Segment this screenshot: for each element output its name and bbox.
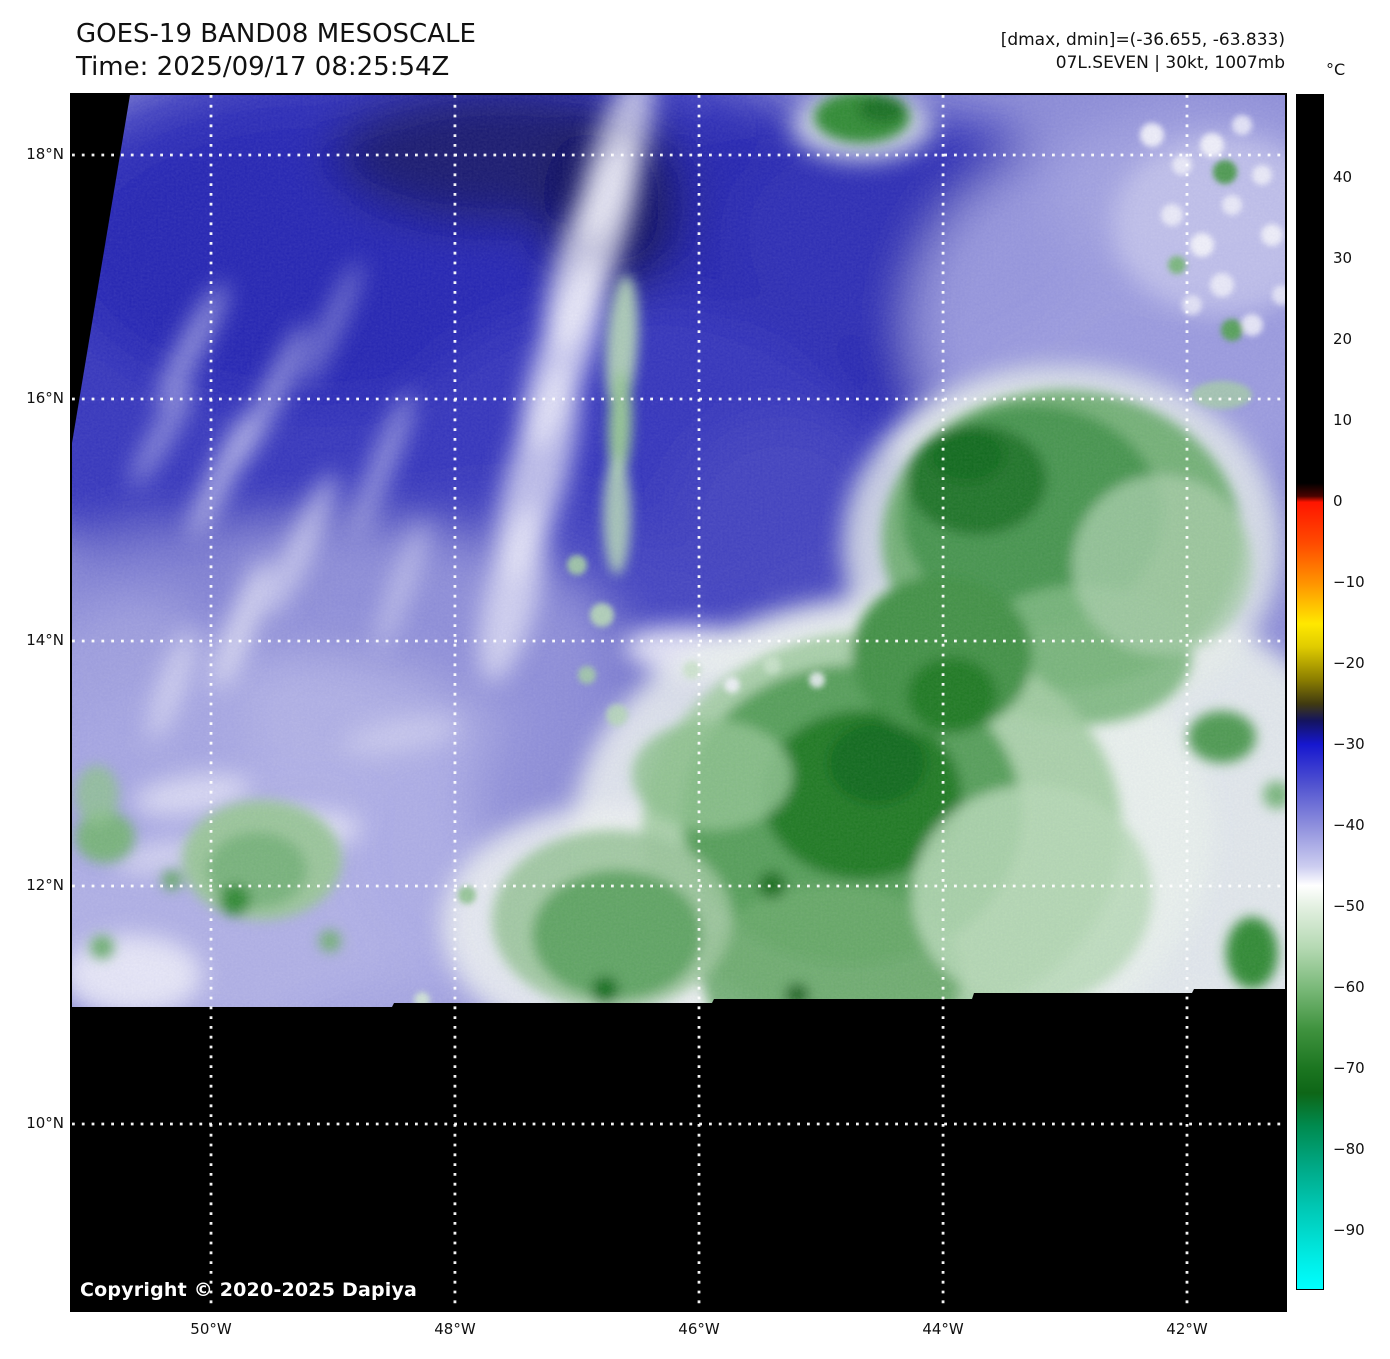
page-title: GOES-19 BAND08 MESOSCALE: [76, 19, 476, 49]
lon-tick-label: 50°W: [190, 1320, 232, 1338]
colorbar-tick-label: −10: [1333, 572, 1365, 591]
no-data-bottom: [72, 989, 1285, 1310]
colorbar-tick-label: 40: [1333, 167, 1353, 186]
lat-tick-label: 14°N: [26, 631, 64, 650]
lat-tick-label: 16°N: [26, 388, 64, 407]
lat-tick-label: 10°N: [26, 1113, 64, 1132]
lat-tick-label: 18°N: [26, 145, 64, 164]
colorbar: [1296, 94, 1324, 1290]
colorbar-tick-label: 20: [1333, 330, 1353, 348]
dmax-dmin-readout: [dmax, dmin]=(-36.655, -63.833): [1000, 30, 1285, 50]
colorbar-tick-label: 0: [1333, 491, 1343, 510]
colorbar-tick-label: −40: [1333, 815, 1365, 834]
colorbar-tick-label: −50: [1333, 896, 1365, 915]
colorbar-tick-label: −30: [1333, 735, 1365, 753]
lon-tick-label: 48°W: [434, 1320, 476, 1338]
info-block: [dmax, dmin]=(-36.655, -63.833) 07L.SEVE…: [1001, 29, 1285, 75]
copyright-text: Copyright © 2020-2025 Dapiya: [80, 1279, 418, 1301]
title-block: GOES-19 BAND08 MESOSCALE Time: 2025/09/1…: [76, 18, 476, 85]
lon-tick-label: 44°W: [922, 1320, 964, 1338]
colorbar-tick-label: −20: [1333, 653, 1365, 672]
colorbar-tick-label: 30: [1333, 248, 1353, 267]
colorbar-tick-label: −90: [1333, 1220, 1365, 1239]
colorbar-tick-label: −80: [1333, 1140, 1365, 1159]
colorbar-unit-label: °C: [1326, 60, 1346, 79]
lon-tick-label: 42°W: [1166, 1320, 1208, 1338]
storm-info: 07L.SEVEN | 30kt, 1007mb: [1055, 52, 1285, 73]
satellite-image: [72, 95, 1285, 1310]
lat-tick-label: 12°N: [26, 875, 64, 894]
no-data-wedge: [72, 95, 130, 443]
colorbar-tick-label: −70: [1333, 1058, 1365, 1077]
map-plot: Copyright © 2020-2025 Dapiya: [70, 93, 1287, 1312]
gridlines: [72, 95, 1285, 1310]
timestamp: Time: 2025/09/17 08:25:54Z: [76, 52, 450, 83]
colorbar-tick-label: −60: [1333, 977, 1365, 996]
lon-tick-label: 46°W: [678, 1320, 720, 1338]
colorbar-tick-label: 10: [1333, 410, 1353, 429]
